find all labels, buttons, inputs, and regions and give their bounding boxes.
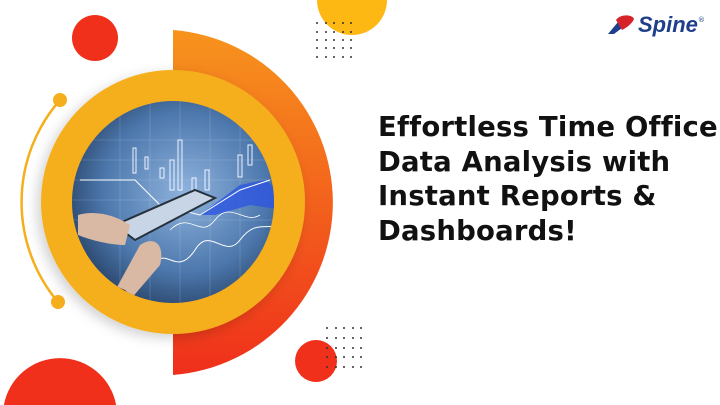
spine-logo: Spine ® xyxy=(606,12,705,38)
headline-line: Data Analysis with xyxy=(378,145,671,178)
headline-line: Dashboards! xyxy=(378,214,577,247)
red-circle-bottom-small xyxy=(295,340,337,382)
headline-line: Instant Reports & xyxy=(378,180,657,212)
registered-mark: ® xyxy=(697,16,705,24)
logo-text: Spine xyxy=(638,12,698,37)
yellow-circle-top xyxy=(317,0,387,35)
arc-end-dot xyxy=(51,295,65,309)
red-circle-top-left xyxy=(72,15,118,61)
thin-yellow-arc xyxy=(20,99,61,303)
spine-logo-mark-icon xyxy=(608,15,634,34)
arc-end-dot xyxy=(53,93,67,107)
dot-grid-top xyxy=(316,22,352,58)
analytics-photo xyxy=(72,101,274,303)
headline: Effortless Time Office Data Analysis wit… xyxy=(378,110,718,248)
dot-grid-bottom xyxy=(326,327,362,368)
headline-line: Effortless Time Office xyxy=(378,111,718,143)
red-circle-bottom-left xyxy=(3,358,117,405)
